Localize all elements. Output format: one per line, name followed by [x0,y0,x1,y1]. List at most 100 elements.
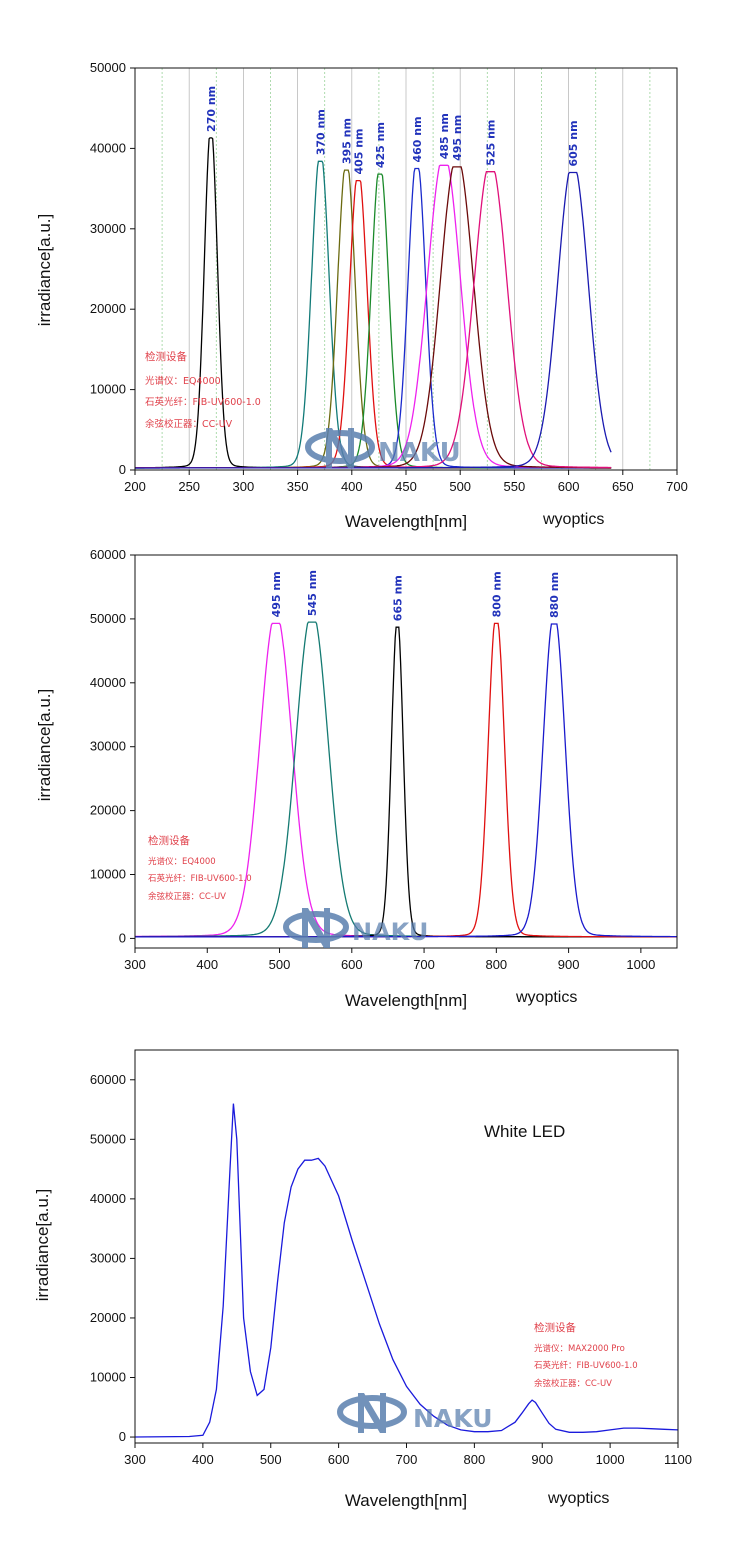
peak-label: 605 nm [567,120,580,166]
x-tick-label: 350 [287,479,309,494]
chart1-credit: wyoptics [542,511,604,528]
chart2-note-title: 检测设备 [148,834,190,847]
chart3-note-fiber: 石英光纤：FIB-UV600-1.0 [534,1360,638,1371]
chart2-note-spectrometer: 光谱仪：EQ4000 [148,856,216,867]
x-tick-label: 900 [558,957,580,972]
x-tick-label: 500 [260,1452,282,1467]
chart-panel-2: 300 400 500 600 700 800 900 1000010000200003000… [35,547,678,1010]
chart1-instrument-notes: 检测设备 光谱仪：EQ4000 石英光纤：FIB-UV600-1.0 余弦校正器… [145,350,261,430]
y-tick-label: 60000 [90,1072,126,1087]
chart3-instrument-notes: 检测设备 光谱仪：MAX2000 Pro 石英光纤：FIB-UV600-1.0 … [534,1321,638,1389]
chart-panel-3: 300 400 500 600 700 800 900 1000 1100 0 10000 20000… [33,1049,692,1510]
chart1-note-title: 检测设备 [145,350,187,363]
spectrum-line [135,621,677,938]
x-tick-label: 600 [558,479,580,494]
x-tick-label: 200 [124,479,146,494]
peak-label: 665 nm [391,575,404,621]
chart2-note-cosine: 余弦校正器：CC-UV [148,891,226,902]
y-tick-label: 20000 [90,301,126,316]
spectrum-line [135,622,677,938]
chart1-y-axis-label: irradiance[a.u.] [35,214,54,326]
x-tick-label: 400 [196,957,218,972]
chart1-note-cosine: 余弦校正器：CC-UV [145,418,233,430]
y-tick-label: 30000 [90,221,126,236]
x-tick-label: 1100 [664,1452,692,1467]
y-tick-label: 40000 [90,675,126,690]
chart3-naku-logo: NAKU [337,1393,493,1433]
peak-label: 460 nm [411,116,424,162]
chart2-ticks: 300 400 500 600 700 800 900 1000010000200003000… [90,547,655,972]
chart3-title: White LED [484,1122,565,1141]
spectrum-line [135,622,677,938]
chart2-peak-labels: 495 nm 545 nm 665 nm 800 nm 880 nm [270,570,561,621]
chart3-note-title: 检测设备 [534,1321,576,1334]
peak-label: 525 nm [485,120,498,166]
spectrum-line [135,626,677,938]
y-tick-label: 10000 [90,382,126,397]
x-tick-label: 400 [341,479,363,494]
x-tick-label: 300 [233,479,255,494]
chart1-logo-text: NAKU [378,438,461,468]
y-tick-label: 0 [119,1429,126,1444]
chart2-logo-text: NAKU [352,918,428,946]
chart1-x-axis-label: Wavelength[nm] [345,512,467,531]
x-tick-label: 700 [666,479,688,494]
y-tick-label: 20000 [90,1310,126,1325]
x-tick-label: 800 [464,1452,486,1467]
y-tick-label: 40000 [90,140,126,155]
chart3-logo-text: NAKU [413,1404,493,1433]
peak-label: 545 nm [306,570,319,616]
y-tick-label: 60000 [90,547,126,562]
chart2-spectra [135,621,677,938]
chart1-note-fiber: 石英光纤：FIB-UV600-1.0 [145,396,261,408]
y-tick-label: 30000 [90,1250,126,1265]
spectrum-line [135,171,612,469]
peak-label: 405 nm [352,128,365,174]
y-tick-label: 50000 [90,611,126,626]
peak-label: 425 nm [374,122,387,168]
peak-label: 270 nm [205,86,218,132]
peak-label: 880 nm [548,572,561,618]
chart2-y-axis-label: irradiance[a.u.] [35,689,54,801]
chart3-x-axis-label: Wavelength[nm] [345,1491,467,1510]
chart-panel-1: 200 250 300 350 400 450 500 550 600 650 700 0 10000 2… [35,60,688,531]
y-tick-label: 50000 [90,1131,126,1146]
chart3-ticks: 300 400 500 600 700 800 900 1000 1100 0 10000 20000… [90,1072,692,1467]
x-tick-label: 300 [124,957,146,972]
chart2-x-axis-label: Wavelength[nm] [345,991,467,1010]
x-tick-label: 500 [269,957,291,972]
chart1-naku-logo: NAKU [305,428,461,468]
x-tick-label: 900 [531,1452,553,1467]
y-tick-label: 40000 [90,1191,126,1206]
chart1-ticks: 200 250 300 350 400 450 500 550 600 650 700 0 10000 2… [90,60,688,494]
chart3-credit: wyoptics [547,1490,609,1507]
chart3-note-spectrometer: 光谱仪：MAX2000 Pro [534,1343,625,1354]
y-tick-label: 50000 [90,60,126,75]
peak-label: 495 nm [270,571,283,617]
x-tick-label: 700 [413,957,435,972]
peak-label: 495 nm [451,115,464,161]
chart2-plot-frame [134,554,678,949]
x-tick-label: 650 [612,479,634,494]
y-tick-label: 10000 [90,1370,126,1385]
peak-label: 485 nm [438,113,451,159]
x-tick-label: 400 [192,1452,214,1467]
x-tick-label: 800 [485,957,507,972]
y-tick-label: 0 [119,462,126,477]
x-tick-label: 250 [178,479,200,494]
x-tick-label: 550 [504,479,526,494]
peak-label: 395 nm [340,118,353,164]
x-tick-label: 1000 [626,957,655,972]
y-tick-label: 30000 [90,739,126,754]
peak-label: 370 nm [314,109,327,155]
chart1-gridlines [161,68,651,470]
x-tick-label: 1000 [596,1452,625,1467]
chart1-spectra [134,137,612,469]
chart3-note-cosine: 余弦校正器：CC-UV [534,1378,612,1389]
x-tick-label: 700 [396,1452,418,1467]
chart2-note-fiber: 石英光纤：FIB-UV600-1.0 [148,873,252,884]
chart2-credit: wyoptics [515,989,577,1006]
x-tick-label: 300 [124,1452,146,1467]
